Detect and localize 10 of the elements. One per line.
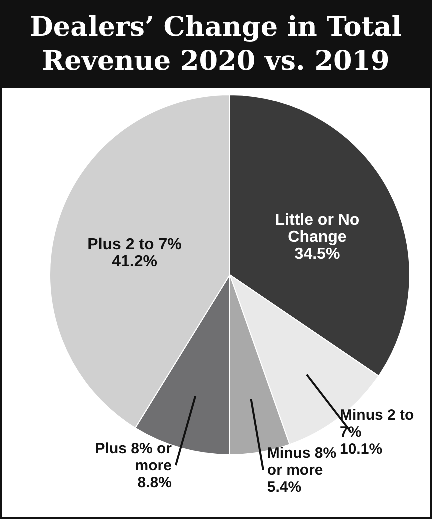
slice-label: Plus 8% or more: [95, 440, 172, 474]
slice-label: Little or No Change: [275, 212, 360, 246]
data-label: 34.5%: [294, 246, 340, 264]
slice-label: Plus 2 to 7%: [88, 236, 182, 254]
data-label: 8.8%: [138, 474, 172, 492]
data-label: 41.2%: [112, 253, 158, 270]
data-label: 10.1%: [340, 440, 383, 458]
chart-title: Dealers’ Change in Total Revenue 2020 vs. 2019: [30, 12, 402, 77]
slice-label: Minus 8% or more: [267, 445, 337, 480]
data-label: 5.4%: [267, 479, 302, 496]
